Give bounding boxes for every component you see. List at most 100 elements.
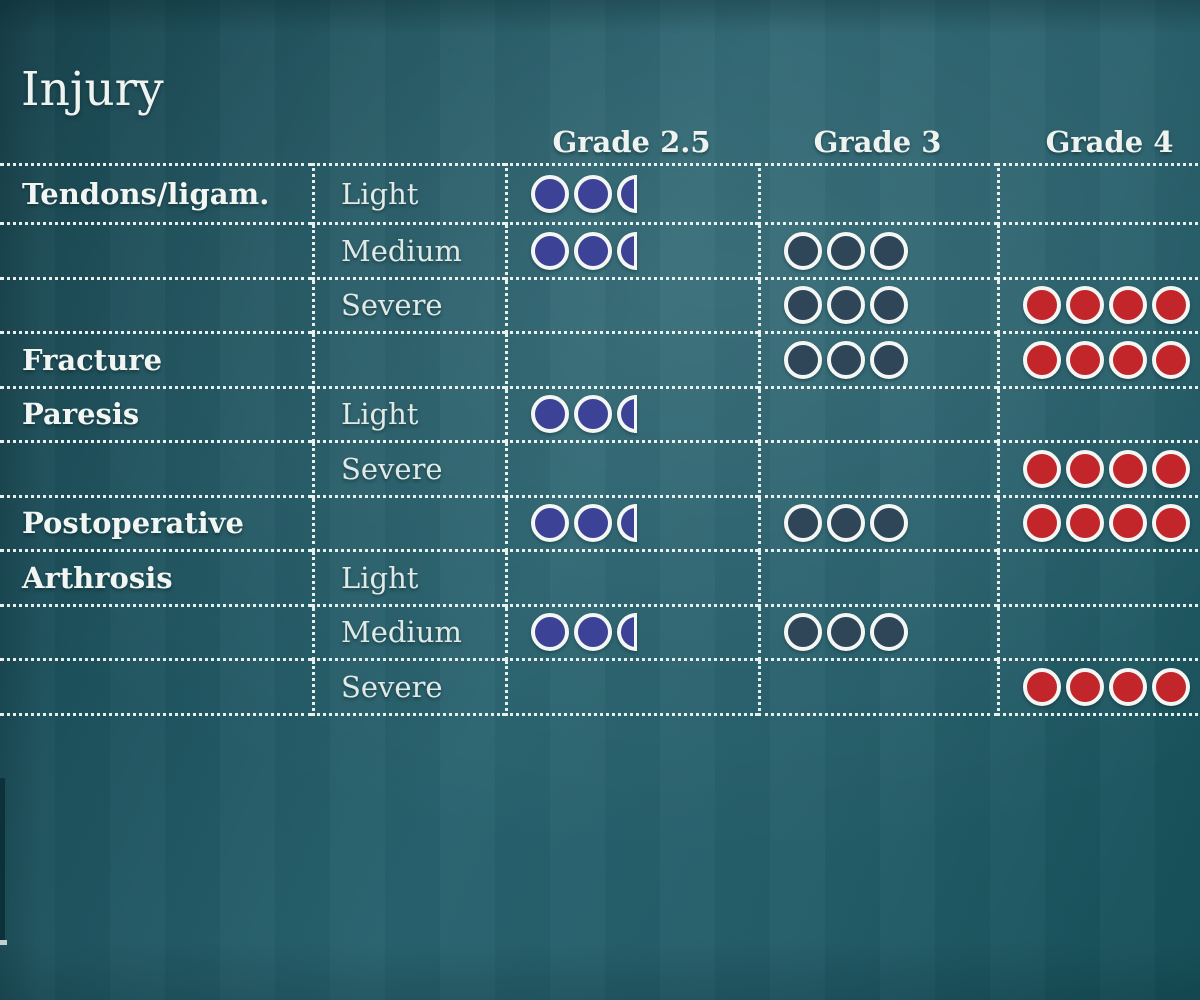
cell-grade-2-5 (505, 661, 758, 716)
unit-half-circle (617, 613, 637, 652)
unit-circle (784, 286, 822, 325)
cell-injury: Paresis (0, 389, 312, 443)
unit-circle (784, 613, 822, 652)
unit-circle (827, 231, 865, 270)
unit-circle (531, 175, 569, 213)
unit-circle (870, 286, 908, 325)
cell-grade-2-5 (505, 279, 758, 334)
unit-circle (1023, 286, 1061, 325)
cell-severity: Severe (312, 661, 505, 716)
unit-circle (827, 613, 865, 652)
unit-circle (1023, 504, 1061, 543)
cell-injury: Postoperative (0, 498, 312, 552)
unit-circle (1152, 340, 1190, 379)
unit-circle (784, 231, 822, 270)
unit-circle (1023, 449, 1061, 488)
severity-label: Severe (341, 669, 443, 704)
chart-title: Injury (21, 62, 164, 117)
cell-grade-3 (758, 279, 997, 334)
severity-label: Severe (341, 451, 443, 486)
injury-label: Postoperative (22, 506, 244, 541)
unit-circle (1066, 667, 1104, 706)
unit-circle (531, 613, 569, 652)
unit-circle (1023, 340, 1061, 379)
injury-label: Fracture (22, 342, 163, 377)
unit-circle (870, 340, 908, 379)
unit-half-circle (617, 395, 637, 434)
cell-injury (0, 443, 312, 498)
unit-circle (784, 504, 822, 543)
severity-label: Medium (341, 615, 462, 650)
cell-grade-2-5 (505, 497, 758, 552)
cell-injury (0, 225, 312, 280)
unit-circle (531, 395, 569, 434)
unit-circle (1109, 449, 1147, 488)
unit-circle (1066, 286, 1104, 325)
cell-grade-2-5 (505, 334, 758, 389)
unit-circle (574, 175, 612, 213)
cell-severity: Medium (312, 606, 505, 661)
cell-grade-4 (997, 661, 1200, 716)
injury-label: Paresis (22, 397, 140, 432)
severity-label: Medium (341, 233, 462, 268)
cell-grade-3 (758, 497, 997, 552)
cell-injury (0, 607, 312, 661)
cell-injury (0, 661, 312, 716)
unit-half-circle (617, 175, 637, 213)
cell-grade-2-5 (505, 443, 758, 498)
unit-circle (1066, 340, 1104, 379)
cell-injury: Fracture (0, 334, 312, 389)
cell-grade-4 (997, 388, 1200, 443)
unit-circle (1152, 286, 1190, 325)
cell-injury: Tendons/ligam. (0, 163, 312, 225)
cell-grade-2-5 (505, 163, 758, 225)
unit-circle (1152, 449, 1190, 488)
unit-circle (1066, 504, 1104, 543)
unit-circle (827, 286, 865, 325)
unit-circle (531, 504, 569, 543)
cell-severity (312, 334, 505, 389)
cell-grade-3 (758, 334, 997, 389)
unit-circle (531, 231, 569, 270)
unit-half-circle (617, 504, 637, 543)
unit-circle (784, 340, 822, 379)
cell-grade-3 (758, 661, 997, 716)
unit-circle (1109, 667, 1147, 706)
cell-severity: Light (312, 163, 505, 225)
cell-grade-4 (997, 552, 1200, 607)
cell-grade-2-5 (505, 225, 758, 280)
left-edge-tick-artifact (0, 940, 7, 945)
cell-severity: Severe (312, 443, 505, 498)
cell-grade-3 (758, 225, 997, 280)
unit-circle (574, 504, 612, 543)
unit-circle (1066, 449, 1104, 488)
unit-circle (1152, 667, 1190, 706)
cell-grade-4 (997, 279, 1200, 334)
cell-severity: Light (312, 552, 505, 607)
cell-injury: Arthrosis (0, 552, 312, 607)
cell-grade-3 (758, 606, 997, 661)
unit-circle (827, 340, 865, 379)
injury-label: Tendons/ligam. (22, 177, 270, 211)
unit-circle (574, 231, 612, 270)
unit-circle (870, 231, 908, 270)
injury-label: Arthrosis (22, 560, 173, 595)
cell-grade-3 (758, 163, 997, 225)
injury-table: Tendons/ligam. Light Medium Severe Fracture P… (0, 163, 1200, 716)
severity-label: Severe (341, 288, 443, 323)
cell-severity: Medium (312, 225, 505, 280)
unit-circle (870, 504, 908, 543)
unit-circle (574, 395, 612, 434)
cell-grade-4 (997, 163, 1200, 225)
cell-grade-3 (758, 552, 997, 607)
cell-grade-4 (997, 443, 1200, 498)
cell-severity: Severe (312, 279, 505, 334)
cell-grade-4 (997, 225, 1200, 280)
cell-grade-2-5 (505, 388, 758, 443)
severity-label: Light (341, 177, 419, 211)
cell-injury (0, 280, 312, 334)
cell-grade-4 (997, 606, 1200, 661)
cell-severity (312, 497, 505, 552)
cell-grade-2-5 (505, 552, 758, 607)
column-header-grade-3: Grade 3 (813, 125, 942, 159)
